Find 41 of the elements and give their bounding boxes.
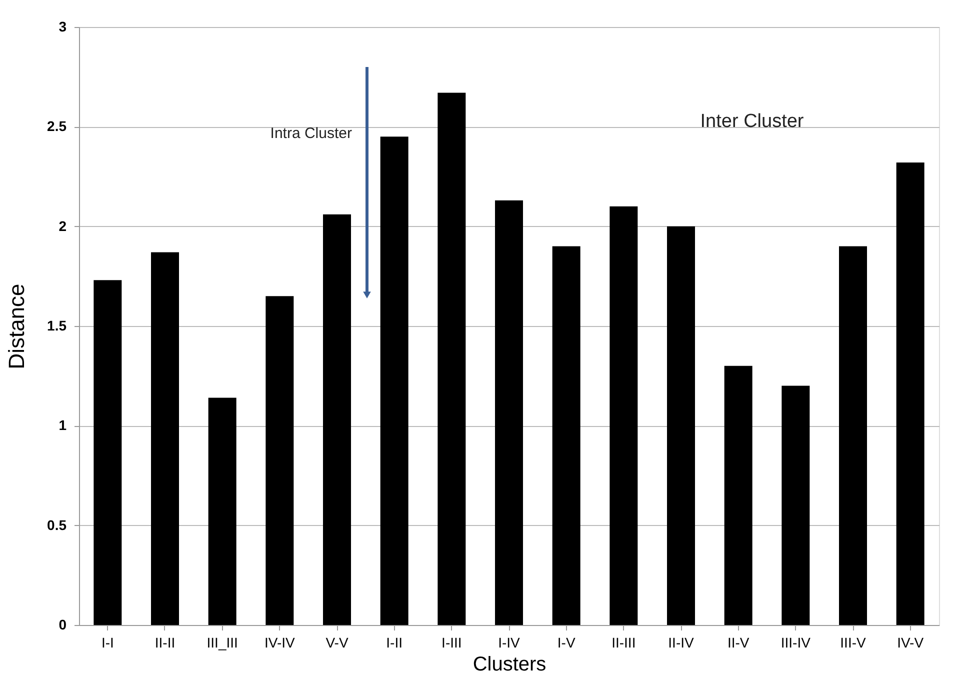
annotation: Intra Cluster (270, 125, 352, 142)
x-tick-label: I-III (442, 634, 462, 650)
bar (782, 386, 810, 625)
x-tick-label: II-V (727, 634, 750, 650)
x-tick-label: III-V (840, 634, 866, 650)
bar (380, 136, 408, 625)
y-axis-title: Distance (4, 284, 30, 370)
x-tick-label: V-V (326, 634, 349, 650)
x-tick-label: III_III (206, 634, 238, 650)
bar (94, 280, 122, 625)
bar (667, 226, 695, 625)
x-tick-label: I-I (101, 634, 114, 650)
bar (896, 162, 924, 625)
bar (552, 246, 580, 625)
y-tick-label: 1.5 (47, 318, 67, 334)
bar (438, 92, 466, 625)
y-tick-label: 2 (58, 218, 67, 234)
y-tick-label: 3 (58, 18, 67, 34)
x-tick-label: I-IV (498, 634, 521, 650)
bar (495, 200, 523, 625)
x-tick-label: I-II (386, 634, 403, 650)
x-tick-label: II-II (154, 634, 176, 650)
x-tick-label: III-IV (780, 634, 812, 650)
x-tick-label: I-V (557, 634, 576, 650)
bar (839, 246, 867, 625)
bar (266, 296, 294, 625)
x-axis-title: Clusters (472, 654, 546, 676)
bar (724, 366, 752, 625)
x-tick-label: IV-V (897, 634, 924, 650)
x-tick-label: II-III (612, 634, 636, 650)
y-tick-label: 2.5 (47, 118, 67, 134)
bar (323, 214, 351, 625)
bar (151, 252, 179, 625)
y-tick-label: 0.5 (47, 516, 67, 533)
bar (610, 206, 638, 625)
y-tick-label: 0 (58, 616, 67, 632)
x-tick-label: II-IV (668, 634, 694, 650)
bar (208, 398, 236, 625)
y-tick-label: 1 (58, 417, 67, 434)
annotation: Inter Cluster (700, 111, 804, 132)
x-tick-label: IV-IV (264, 634, 296, 650)
